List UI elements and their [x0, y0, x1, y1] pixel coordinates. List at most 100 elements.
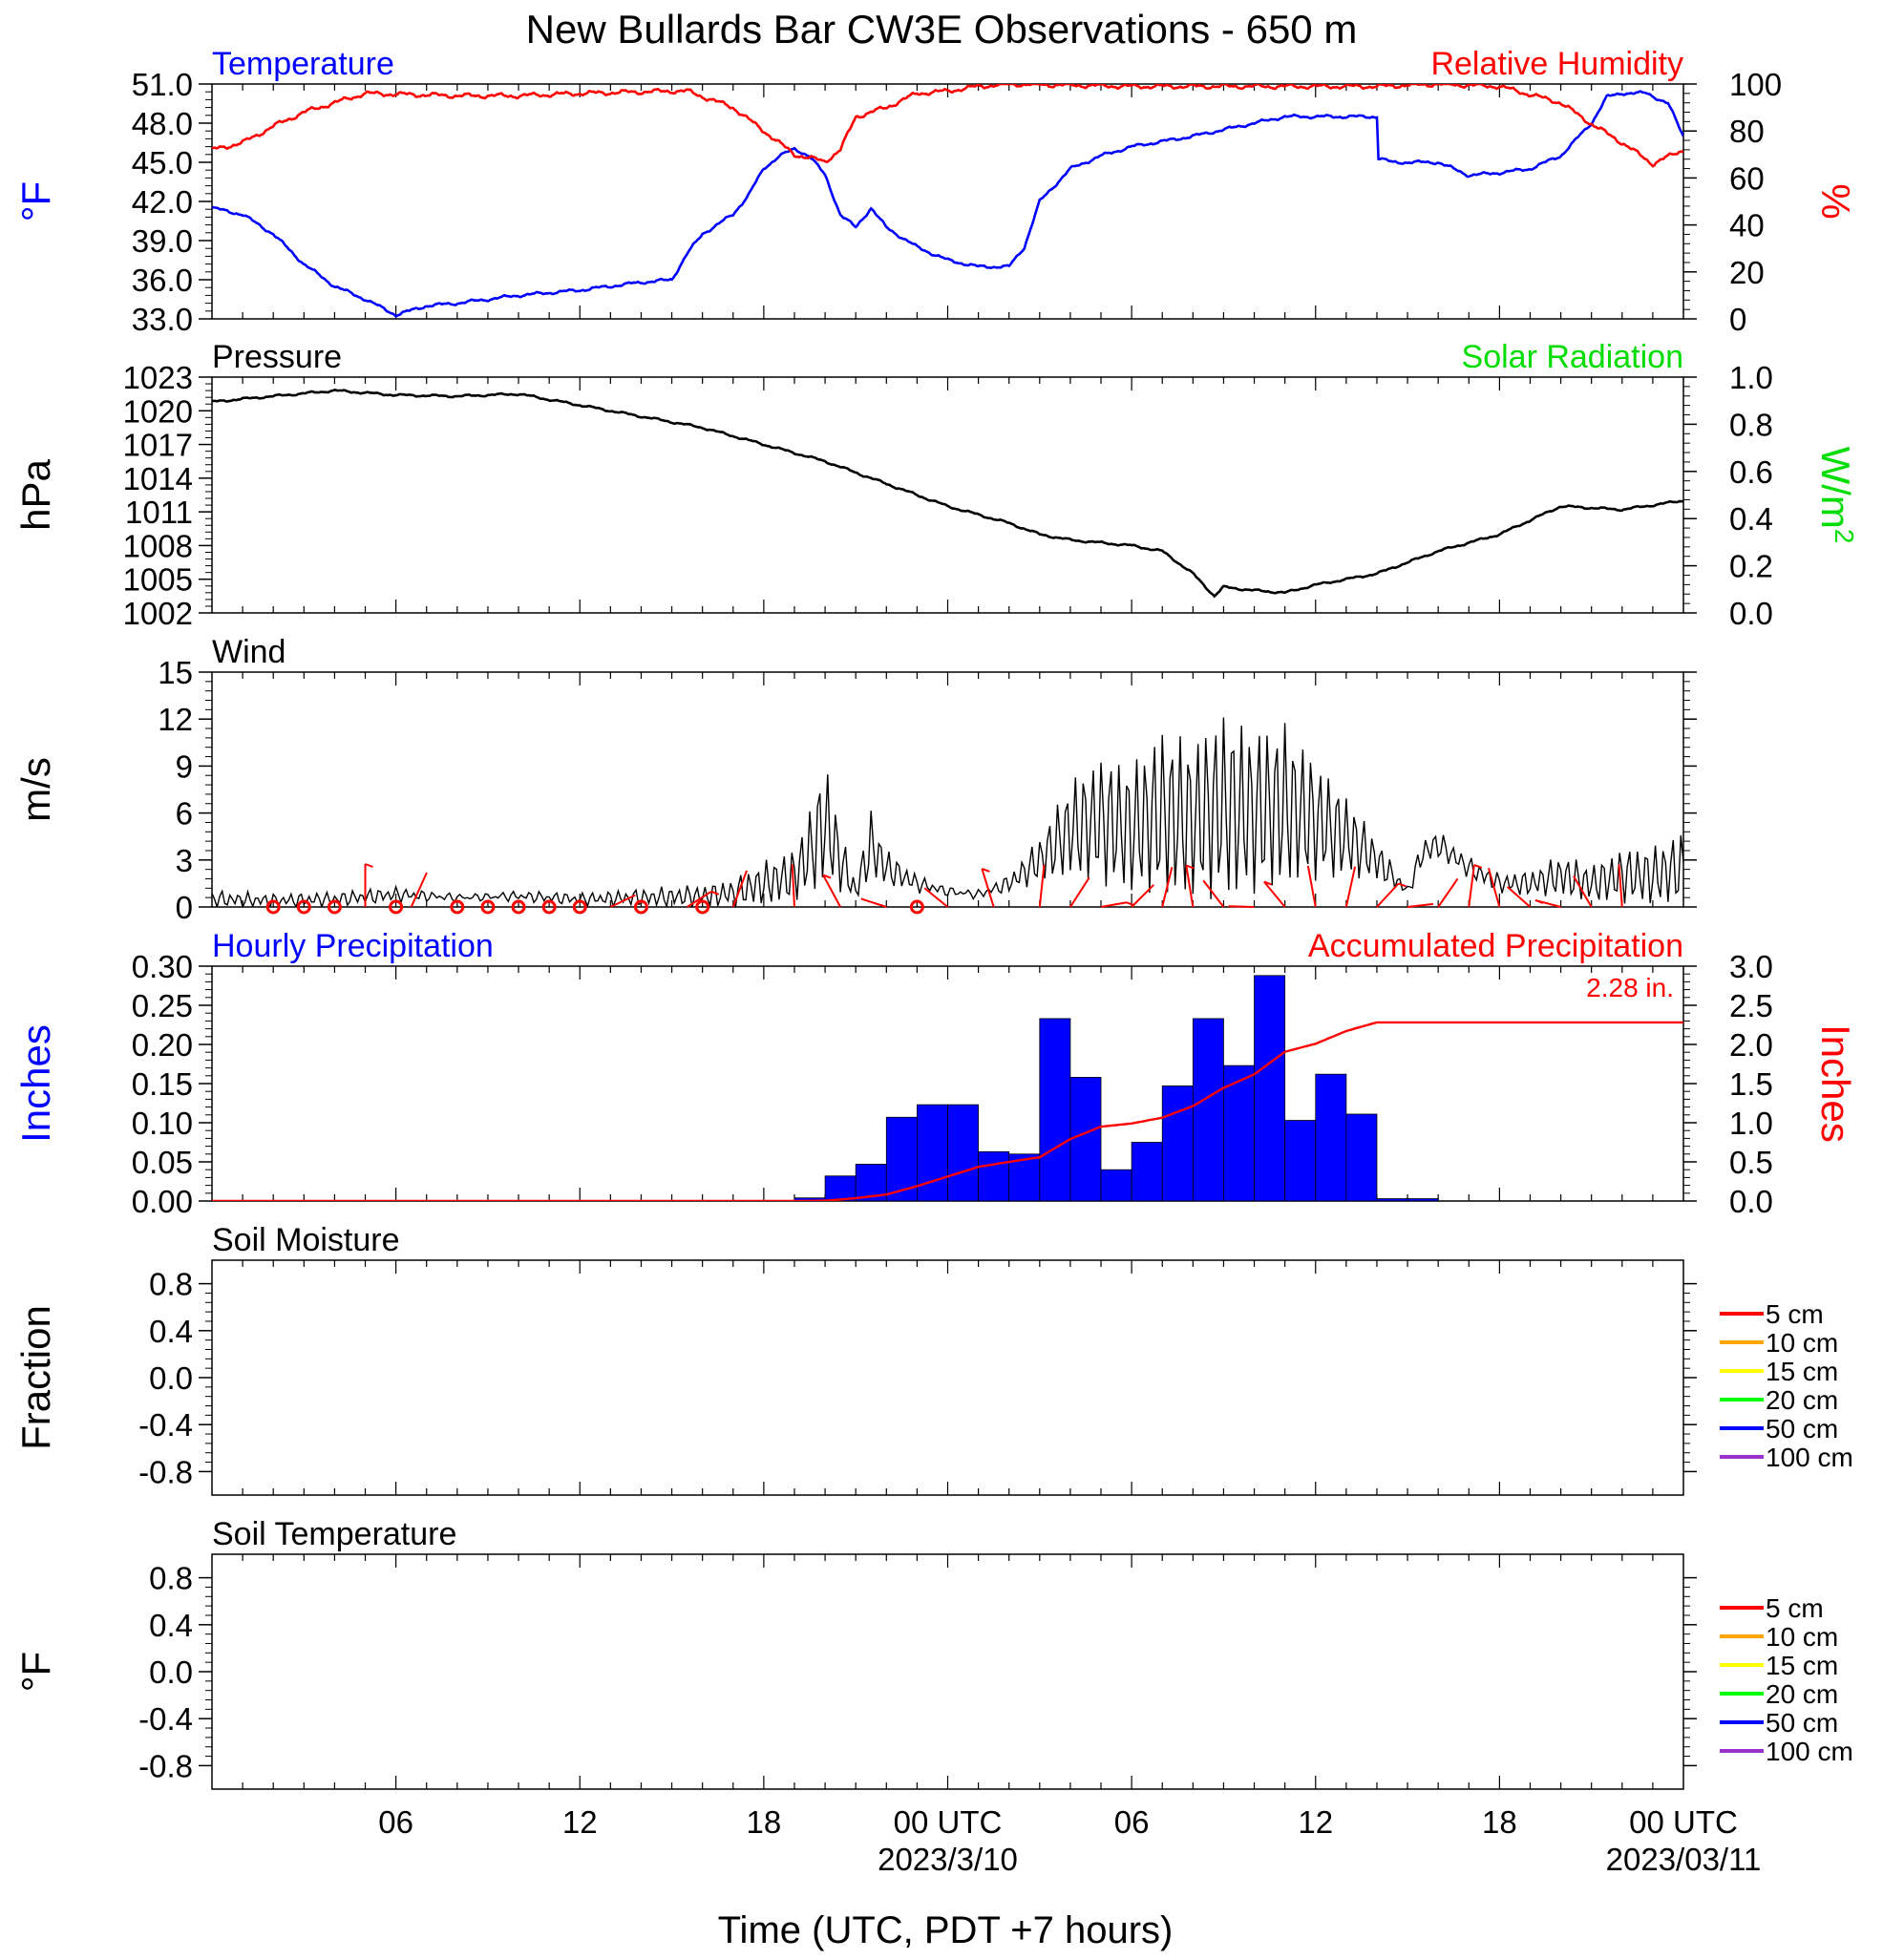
y-tick-label-left: 36.0 — [132, 263, 193, 298]
panel-title-right: Relative Humidity — [1430, 46, 1683, 82]
y-tick-label-left: 1020 — [123, 393, 193, 429]
y-tick-label-right: 40 — [1729, 208, 1765, 243]
legend-label: 5 cm — [1766, 1299, 1824, 1329]
precip-bar — [1161, 1085, 1194, 1202]
wind-barb — [1161, 867, 1174, 908]
y-axis-label-left: Inches — [13, 1024, 58, 1143]
series-relative-humidity — [212, 84, 1683, 168]
precip-bar — [947, 1104, 980, 1202]
wind-barb — [1202, 879, 1225, 908]
wind-barb — [1306, 865, 1317, 908]
x-tick-label: 18 — [747, 1804, 782, 1840]
wind-barb — [1407, 902, 1434, 908]
wind-calm-marker — [327, 899, 342, 915]
y-axis-label-left: °F — [13, 1652, 58, 1692]
x-date-label: 2023/03/11 — [1606, 1842, 1762, 1877]
y-tick-label-right: 1.0 — [1729, 1106, 1773, 1141]
y-tick-label-left: -0.8 — [138, 1748, 193, 1783]
y-tick-label-left: 1002 — [123, 596, 193, 631]
wind-barb — [1069, 876, 1090, 908]
plot-frame — [211, 671, 1684, 908]
precip-bar — [824, 1175, 857, 1202]
x-tick-label: 12 — [1298, 1804, 1333, 1840]
y-tick-label-left: 51.0 — [132, 67, 193, 102]
y-tick-label-left: 0.4 — [149, 1608, 193, 1643]
y-tick-label-left: 33.0 — [132, 302, 193, 337]
y-tick-label-left: 0.8 — [149, 1267, 193, 1302]
wind-barb — [1488, 867, 1501, 908]
precip-bar — [1254, 975, 1286, 1202]
y-tick-label-left: 1005 — [123, 562, 193, 598]
plot-frame — [211, 376, 1684, 614]
y-tick-label-right: 100 — [1729, 67, 1782, 102]
legend-label: 100 cm — [1766, 1443, 1853, 1472]
y-tick-label-right: 0.4 — [1729, 501, 1773, 537]
wind-barb — [822, 875, 842, 908]
precip-bar — [1284, 1120, 1317, 1202]
series-accumulated-precipitation — [212, 1021, 1683, 1201]
wind-calm-marker — [389, 899, 404, 915]
wind-barb-flag — [1263, 880, 1273, 886]
y-tick-label-left: 0.20 — [132, 1027, 193, 1063]
series-wind — [212, 717, 1683, 907]
wind-barb-flag — [822, 874, 832, 879]
legend-label: 100 cm — [1766, 1737, 1853, 1766]
y-tick-label-right: 2.0 — [1729, 1027, 1773, 1063]
y-tick-label-right: 2.5 — [1729, 988, 1773, 1023]
wind-barb — [1573, 875, 1593, 908]
wind-barb — [609, 894, 636, 908]
precip-bar — [1315, 1073, 1347, 1202]
y-tick-label-left: 1023 — [123, 360, 193, 395]
y-axis-label-right: % — [1813, 183, 1858, 219]
wind-calm-marker — [633, 899, 648, 915]
panel-title-left: Soil Moisture — [212, 1222, 400, 1258]
panel-precipitation: 0.00 0.05 0.10 0.150.20 0.25 0.30 0.0 0.5 1.0 1.5… — [13, 928, 1858, 1219]
precip-bar — [1100, 1169, 1132, 1202]
plot-frame — [211, 83, 1684, 320]
precip-total-label: 2.28 in. — [1586, 973, 1674, 1002]
wind-calm-marker — [450, 899, 465, 915]
y-tick-label-left: 0.30 — [132, 949, 193, 984]
panel-title-right: Solar Radiation — [1462, 339, 1683, 375]
wind-barb-flag — [710, 890, 720, 896]
wind-calm-marker — [695, 899, 710, 915]
y-axis-label-right: Inches — [1813, 1024, 1858, 1143]
y-axis-label-superscript: 2 — [1830, 529, 1859, 544]
legend-label: 50 cm — [1766, 1708, 1838, 1738]
wind-barb-flag — [365, 863, 373, 868]
y-tick-label-left: -0.8 — [138, 1454, 193, 1489]
y-tick-label-left: 1011 — [125, 495, 193, 530]
y-axis-label-left: °F — [13, 181, 58, 221]
wind-barb — [1038, 864, 1046, 908]
x-tick-label: 06 — [378, 1804, 413, 1840]
panels: 33.036.039.042.045.048.051.0020406080100… — [13, 46, 1859, 1790]
precip-bar — [1039, 1018, 1071, 1202]
wind-calm-marker — [480, 899, 496, 915]
legend-label: 5 cm — [1766, 1593, 1824, 1623]
wind-barb — [1263, 880, 1286, 908]
x-date-label: 2023/3/10 — [878, 1842, 1018, 1877]
y-tick-label-left: 48.0 — [132, 106, 193, 141]
panel-soil-moisture: -0.8 -0.4 0.0 0.4 0.8 Soil Moisture Fraction 5 … — [13, 1222, 1853, 1496]
wind-barb — [981, 868, 995, 908]
y-tick-label-right: 0.2 — [1729, 549, 1773, 584]
wind-barb-flag — [1473, 864, 1483, 869]
wind-barb — [1185, 865, 1195, 908]
y-tick-label-left: 0.10 — [132, 1106, 193, 1141]
y-tick-label-right: 60 — [1729, 160, 1765, 196]
y-tick-label-right: 0.0 — [1729, 1184, 1773, 1219]
chart-title: New Bullards Bar CW3E Observations - 650… — [526, 7, 1358, 52]
x-tick-label: 00 UTC — [894, 1804, 1003, 1840]
wind-barb-flag — [1398, 882, 1407, 888]
panel-title-left: Pressure — [212, 339, 342, 375]
panel-title-left: Hourly Precipitation — [212, 928, 494, 964]
wind-barb — [731, 870, 749, 908]
y-tick-label-left: 39.0 — [132, 223, 193, 259]
y-axis-label-left: hPa — [13, 458, 58, 530]
y-tick-label-right: 80 — [1729, 114, 1765, 149]
y-tick-label-left: 1017 — [123, 428, 193, 463]
y-tick-label-right: 1.0 — [1729, 360, 1773, 395]
wind-barb — [1131, 884, 1154, 908]
